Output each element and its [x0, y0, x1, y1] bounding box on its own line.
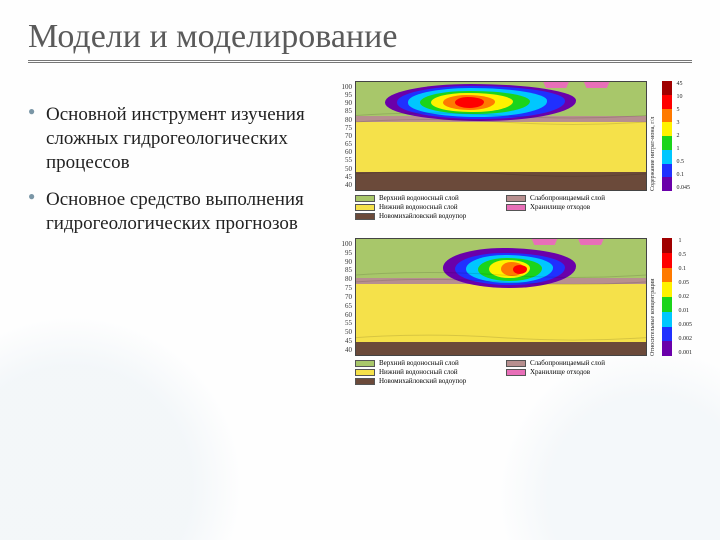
colorbar-ticks: 451053210.50.10.045 — [677, 81, 691, 191]
content-row: Основной инструмент изучения сложных гид… — [28, 81, 692, 385]
bullet-list: Основной инструмент изучения сложных гид… — [28, 103, 328, 236]
legend-item: Нижний водоносный слой — [355, 368, 496, 376]
legend-item: Хранилище отходов — [506, 203, 647, 211]
figures-column: 100959085807570656055504540 ПХ-2 Б-25 0м… — [336, 81, 692, 385]
bullet-item: Основной инструмент изучения сложных гид… — [28, 103, 328, 174]
legend-item: Нижний водоносный слой — [355, 203, 496, 211]
colorbar-caption: Относительные концентрации — [650, 238, 656, 356]
cross-section-top: ПХ-2 Б-25 0м100м200м300м400м — [355, 81, 647, 191]
legend-item: Новомихайловский водоупор — [355, 377, 496, 385]
colorbar-caption: Содержание нитрат-иона, г/л — [650, 81, 656, 191]
legend-bottom: Верхний водоносный слой Слабопроницаемый … — [355, 359, 647, 385]
title-underline — [28, 60, 692, 63]
legend-top: Верхний водоносный слой Слабопроницаемый … — [355, 194, 647, 220]
legend-item: Верхний водоносный слой — [355, 194, 496, 202]
legend-item: Хранилище отходов — [506, 368, 647, 376]
bullet-item: Основное средство выполнения гидрогеолог… — [28, 188, 328, 236]
legend-item: Новомихайловский водоупор — [355, 212, 496, 220]
figure-top: 100959085807570656055504540 ПХ-2 Б-25 0м… — [336, 81, 692, 220]
legend-item: Верхний водоносный слой — [355, 359, 496, 367]
y-axis-ticks: 100959085807570656055504540 — [336, 238, 352, 356]
cross-section-bottom: ПХ-2 Б-25 0м100м200м300м400м — [355, 238, 647, 356]
colorbar-ticks: 10.50.10.050.020.010.0050.0020.001 — [679, 238, 693, 356]
figure-bottom: 100959085807570656055504540 ПХ-2 Б-25 0м… — [336, 238, 692, 385]
slide: Модели и моделирование Основной инструме… — [0, 0, 720, 540]
text-column: Основной инструмент изучения сложных гид… — [28, 81, 328, 385]
legend-item: Слабопроницаемый слой — [506, 359, 647, 367]
colorbar-top — [658, 81, 676, 191]
slide-title: Модели и моделирование — [28, 18, 692, 56]
colorbar-bottom — [658, 238, 676, 356]
y-axis-ticks: 100959085807570656055504540 — [336, 81, 352, 191]
legend-item: Слабопроницаемый слой — [506, 194, 647, 202]
